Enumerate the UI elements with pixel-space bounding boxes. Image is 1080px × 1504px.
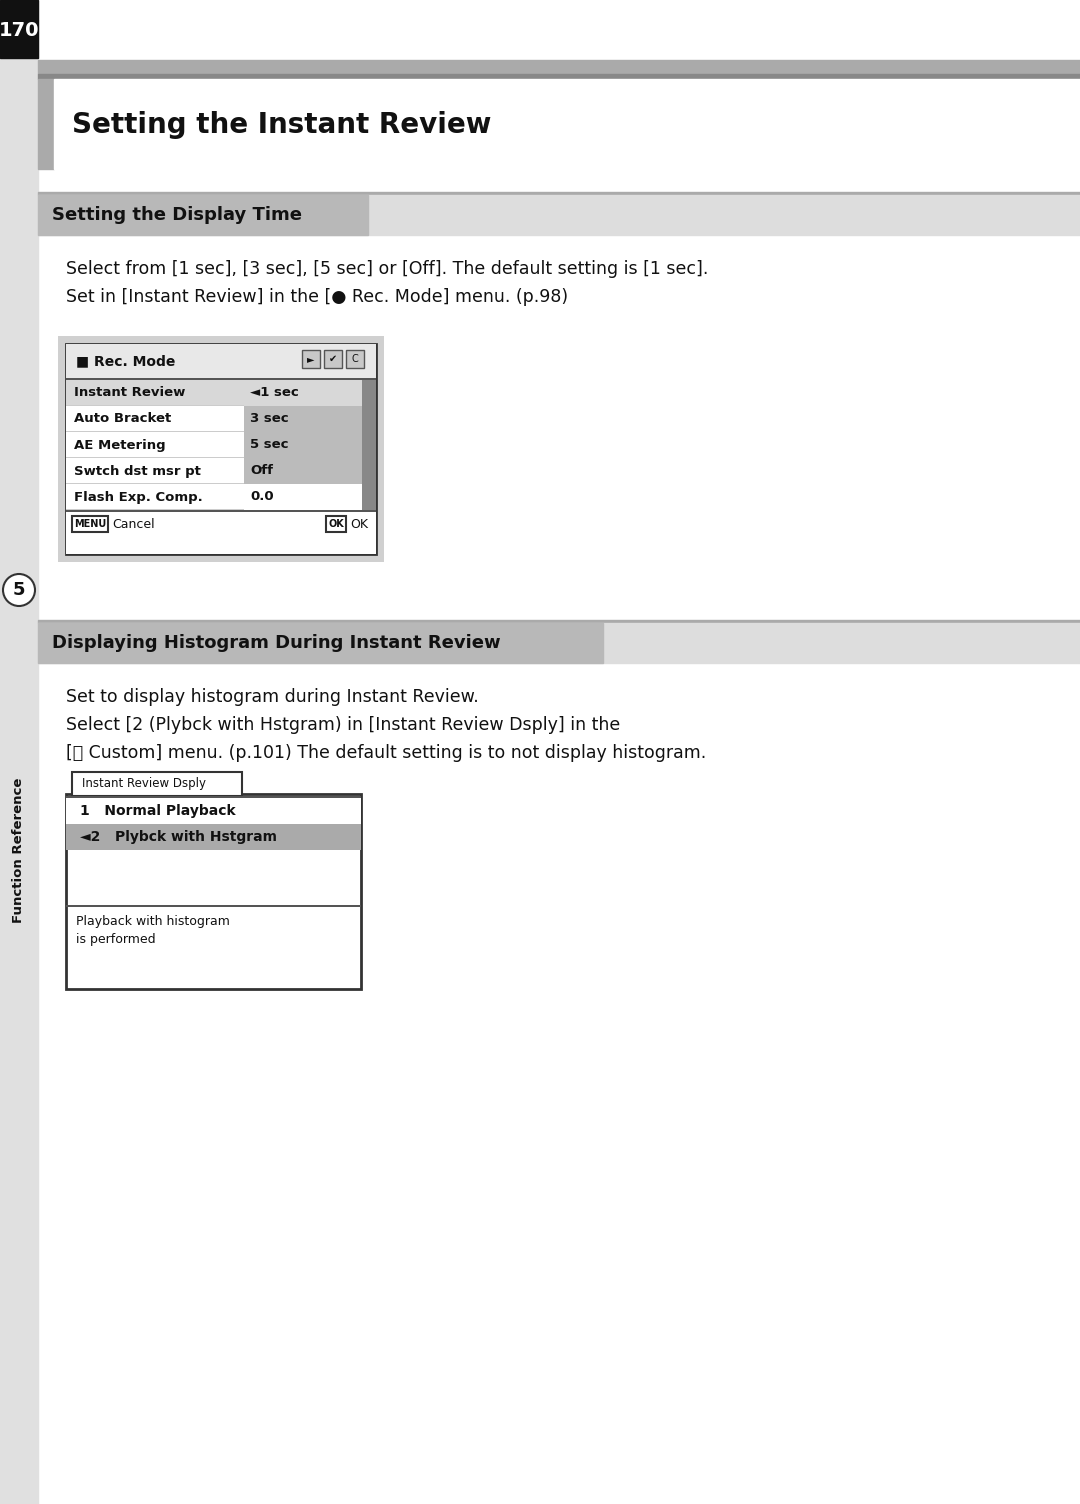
Text: Function Reference: Function Reference <box>13 778 26 922</box>
Text: ◄2   Plybck with Hstgram: ◄2 Plybck with Hstgram <box>80 830 276 844</box>
Bar <box>244 484 362 510</box>
Bar <box>324 350 342 368</box>
Text: ✔: ✔ <box>329 353 337 364</box>
Bar <box>72 772 242 796</box>
Bar <box>66 459 244 484</box>
Bar <box>66 824 361 850</box>
Text: ■ Rec. Mode: ■ Rec. Mode <box>76 353 175 368</box>
Bar <box>54 80 1080 168</box>
Bar <box>38 196 368 235</box>
Text: 3 sec: 3 sec <box>249 412 288 426</box>
Text: Set in [Instant Review] in the [● Rec. Mode] menu. (p.98): Set in [Instant Review] in the [● Rec. M… <box>66 287 568 305</box>
Text: Set to display histogram during Instant Review.: Set to display histogram during Instant … <box>66 687 478 705</box>
Text: ►: ► <box>307 353 314 364</box>
Bar <box>38 623 603 663</box>
Text: AE Metering: AE Metering <box>75 439 165 451</box>
Bar <box>244 432 362 459</box>
Bar <box>38 80 54 168</box>
Bar <box>38 196 1080 235</box>
Bar <box>66 432 244 459</box>
Text: 5 sec: 5 sec <box>249 439 288 451</box>
Bar <box>326 516 346 532</box>
Bar <box>38 60 1080 74</box>
Text: Cancel: Cancel <box>112 517 154 531</box>
Bar <box>244 381 362 406</box>
Text: Setting the Instant Review: Setting the Instant Review <box>72 111 491 138</box>
Text: Flash Exp. Comp.: Flash Exp. Comp. <box>75 490 203 504</box>
Bar <box>0 0 38 1504</box>
Bar <box>66 794 361 990</box>
Text: Auto Bracket: Auto Bracket <box>75 412 172 426</box>
Bar <box>346 350 364 368</box>
Text: OK: OK <box>350 517 368 531</box>
Text: 1   Normal Playback: 1 Normal Playback <box>80 805 235 818</box>
Bar <box>66 381 244 406</box>
Bar <box>66 510 376 511</box>
Text: 5: 5 <box>13 581 25 599</box>
Bar <box>66 796 361 799</box>
Bar <box>66 511 376 553</box>
Bar <box>66 406 244 432</box>
Bar <box>0 0 38 59</box>
Bar <box>66 378 376 381</box>
Text: Select from [1 sec], [3 sec], [5 sec] or [Off]. The default setting is [1 sec].: Select from [1 sec], [3 sec], [5 sec] or… <box>66 260 708 278</box>
Bar <box>66 799 361 824</box>
Text: [Ｃ Custom] menu. (p.101) The default setting is to not display histogram.: [Ｃ Custom] menu. (p.101) The default set… <box>66 744 706 763</box>
Text: 0.0: 0.0 <box>249 490 273 504</box>
Bar <box>38 620 1080 623</box>
Text: OK: OK <box>328 519 343 529</box>
Bar <box>38 193 1080 196</box>
Text: Setting the Display Time: Setting the Display Time <box>52 206 302 224</box>
Bar <box>362 381 376 510</box>
Bar <box>302 350 320 368</box>
Text: Instant Review Dsply: Instant Review Dsply <box>82 778 206 791</box>
Bar <box>38 74 1080 80</box>
Text: C: C <box>352 353 359 364</box>
Text: Off: Off <box>249 465 273 477</box>
Bar <box>66 484 244 510</box>
Bar <box>38 623 1080 663</box>
Text: Playback with histogram
is performed: Playback with histogram is performed <box>76 914 230 946</box>
Text: Swtch dst msr pt: Swtch dst msr pt <box>75 465 201 477</box>
Bar <box>72 516 108 532</box>
Bar <box>58 335 384 562</box>
Text: Select [2 (Plybck with Hstgram) in [Instant Review Dsply] in the: Select [2 (Plybck with Hstgram) in [Inst… <box>66 716 620 734</box>
Bar <box>244 459 362 484</box>
Circle shape <box>3 575 35 606</box>
Text: 170: 170 <box>0 21 39 39</box>
Bar <box>66 344 376 553</box>
Text: MENU: MENU <box>73 519 106 529</box>
Bar <box>66 344 376 378</box>
Text: Displaying Histogram During Instant Review: Displaying Histogram During Instant Revi… <box>52 635 501 653</box>
Text: Instant Review: Instant Review <box>75 387 186 400</box>
Text: ◄1 sec: ◄1 sec <box>249 387 299 400</box>
Bar <box>244 406 362 432</box>
